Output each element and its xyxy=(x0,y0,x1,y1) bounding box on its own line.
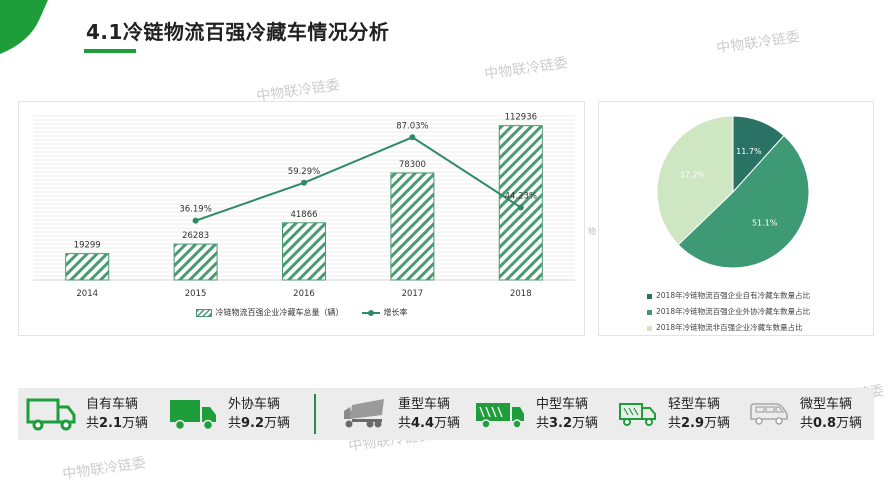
vehicle-count: 共9.2万辆 xyxy=(228,416,291,431)
semi-truck-icon xyxy=(344,399,384,428)
box-truck-outline-icon xyxy=(26,398,76,431)
legend-label: 2018年冷链物流非百强企业冷藏车数量占比 xyxy=(656,323,803,332)
legend-label: 冷链物流百强企业冷藏车总量（辆） xyxy=(215,308,344,317)
vehicle-medium: 中型车辆 共3.2万辆 xyxy=(474,388,598,440)
vehicle-count: 共2.1万辆 xyxy=(86,416,149,431)
bar xyxy=(173,243,218,281)
bar xyxy=(390,172,435,281)
vehicle-summary-strip: 自有车辆 共2.1万辆 外协车辆 共9.2万辆 重型车辆 共4.4万辆 xyxy=(18,388,874,440)
vehicle-owned: 自有车辆 共2.1万辆 xyxy=(26,388,148,440)
legend-swatch-line xyxy=(361,309,380,317)
legend-swatch xyxy=(647,325,652,331)
legend-label: 增长率 xyxy=(383,308,408,317)
pie-legend-item: 2018年冷链物流百强企业自有冷藏车数量占比 xyxy=(647,288,810,304)
title-underline xyxy=(84,49,136,53)
pie-chart-panel: 11.7% 51.1% 37.2% 2018年冷链物流百强企业自有冷藏车数量占比 2… xyxy=(598,101,874,336)
watermark: 中物联冷链委 xyxy=(715,29,801,57)
pie-legend: 2018年冷链物流百强企业自有冷藏车数量占比 2018年冷链物流百强企业外协冷藏… xyxy=(647,288,810,336)
box-truck-solid-icon xyxy=(170,400,216,431)
medium-truck-icon xyxy=(476,403,524,429)
vehicle-name: 外协车辆 xyxy=(228,397,281,412)
vehicle-count: 共2.9万辆 xyxy=(668,416,731,431)
legend-swatch xyxy=(647,309,652,315)
vehicle-count: 共3.2万辆 xyxy=(536,416,599,431)
bar-line-chart-panel: 19299 26283 41866 78300 112936 2014 2015 2016 20… xyxy=(18,101,585,336)
vehicle-count: 共0.8万辆 xyxy=(800,416,863,431)
vehicle-outsourced: 外协车辆 共9.2万辆 xyxy=(168,388,290,440)
pie-chart: 11.7% 51.1% 37.2% xyxy=(656,115,810,269)
x-tick-label: 2018 xyxy=(510,289,532,299)
growth-value-label: 59.29% xyxy=(288,167,320,177)
vehicle-name: 自有车辆 xyxy=(86,397,139,412)
legend-item-total: 冷链物流百强企业冷藏车总量（辆） xyxy=(195,307,344,318)
chart-gridlines xyxy=(33,115,575,281)
growth-point xyxy=(517,204,524,211)
vehicle-heavy: 重型车辆 共4.4万辆 xyxy=(340,388,460,440)
vehicle-light: 轻型车辆 共2.9万辆 xyxy=(618,388,730,440)
side-mark-text: 物 xyxy=(588,227,596,236)
page-title: 4.1冷链物流百强冷藏车情况分析 xyxy=(86,20,390,44)
watermark: 中物联冷链委 xyxy=(61,455,147,483)
growth-value-label: 44.23% xyxy=(505,191,537,201)
x-tick-label: 2017 xyxy=(402,289,424,299)
pie-slice xyxy=(677,134,810,269)
vehicle-micro: 微型车辆 共0.8万辆 xyxy=(748,388,862,440)
vehicle-name: 轻型车辆 xyxy=(668,397,721,412)
title-corner-mark xyxy=(0,0,48,54)
pie-slice-label: 11.7% xyxy=(736,147,762,156)
legend-label: 2018年冷链物流百强企业自有冷藏车数量占比 xyxy=(656,291,811,300)
pie-slice xyxy=(656,115,734,246)
bar-value-label: 78300 xyxy=(399,160,426,170)
bar-chart-legend: 冷链物流百强企业冷藏车总量（辆） 增长率 xyxy=(19,307,584,318)
x-tick-label: 2016 xyxy=(293,289,315,299)
vehicle-name: 中型车辆 xyxy=(536,397,589,412)
legend-item-growth: 增长率 xyxy=(361,307,408,318)
x-tick-label: 2014 xyxy=(76,289,98,299)
pie-legend-item: 2018年冷链物流非百强企业冷藏车数量占比 xyxy=(647,320,810,336)
pie-legend-item: 2018年冷链物流百强企业外协冷藏车数量占比 xyxy=(647,304,810,320)
watermark: 中物联冷链委 xyxy=(483,55,569,83)
x-tick-label: 2015 xyxy=(185,289,207,299)
bar-value-label: 41866 xyxy=(290,210,317,220)
growth-point xyxy=(192,217,199,224)
growth-point xyxy=(301,179,307,186)
vehicle-name: 重型车辆 xyxy=(398,397,451,412)
bar-line-chart: 19299 26283 41866 78300 112936 2014 2015 2016 20… xyxy=(33,113,575,299)
vehicle-name: 微型车辆 xyxy=(800,397,853,412)
legend-swatch-bar xyxy=(195,308,212,317)
pie-slices xyxy=(656,115,810,269)
van-icon xyxy=(750,403,788,425)
growth-line-series: 36.19% 59.29% 87.03% 44.23% xyxy=(179,121,537,224)
bar xyxy=(65,253,110,281)
vehicle-count: 共4.4万辆 xyxy=(398,416,461,431)
bar-value-label: 19299 xyxy=(74,241,101,251)
pie-slice-label: 37.2% xyxy=(680,171,706,180)
growth-line xyxy=(195,136,522,222)
growth-value-label: 36.19% xyxy=(179,205,211,215)
growth-value-label: 87.03% xyxy=(396,121,428,131)
light-truck-icon xyxy=(619,403,656,426)
bar xyxy=(498,125,543,281)
bar-series: 19299 26283 41866 78300 112936 xyxy=(65,113,543,281)
growth-point xyxy=(409,134,416,141)
bar xyxy=(282,222,326,281)
pie-slice-label: 51.1% xyxy=(752,219,778,228)
legend-label: 2018年冷链物流百强企业外协冷藏车数量占比 xyxy=(656,307,811,316)
bar-value-label: 112936 xyxy=(505,113,537,123)
bar-value-label: 26283 xyxy=(182,231,209,241)
strip-divider xyxy=(314,394,316,434)
legend-swatch xyxy=(647,293,652,299)
